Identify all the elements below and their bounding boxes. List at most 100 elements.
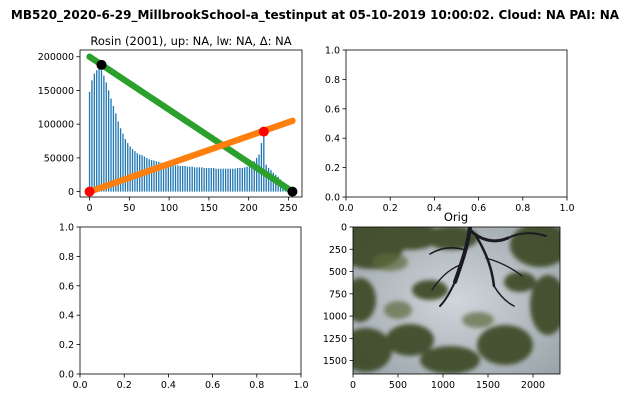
orig-image-panel: Orig — [323, 210, 561, 391]
histogram-bar — [220, 168, 222, 192]
x-tick-label: 0.6 — [205, 380, 220, 391]
x-tick-label: 0 — [350, 380, 356, 391]
histogram-plot-area — [84, 53, 298, 197]
histogram-bar — [134, 151, 136, 192]
histogram-bar — [236, 168, 239, 192]
histogram-bar — [162, 163, 165, 192]
histogram-bar — [103, 75, 105, 192]
histogram-bar — [217, 168, 220, 192]
histogram-bar — [234, 168, 236, 192]
histogram-panel: Rosin (2001), up: NA, lw: NA, Δ: NA 0 50 1… — [38, 34, 303, 214]
histogram-bar — [248, 165, 251, 192]
histogram-bar — [241, 168, 243, 192]
y-tick-label: 0 — [341, 223, 347, 234]
histogram-bar — [172, 164, 174, 192]
empty-panel-top-right-ticks: 0.0 0.2 0.4 0.6 0.8 1.0 0.0 0.2 0.4 0.6 0.8 1.0 — [325, 46, 575, 215]
histogram-bar — [224, 168, 227, 192]
histogram-bar — [232, 168, 234, 192]
histogram-bar — [112, 105, 115, 192]
x-tick-label: 1.0 — [559, 203, 574, 214]
figure-suptitle: MB520_2020-6-29_MillbrookSchool-a_testin… — [11, 8, 620, 23]
y-tick-label: 750 — [329, 289, 347, 300]
histogram-bar — [193, 167, 196, 192]
histogram-bar — [267, 168, 270, 192]
histogram-bar — [93, 73, 95, 192]
x-tick-label: 0.2 — [383, 203, 398, 214]
y-tick-label: 0.0 — [59, 370, 74, 381]
y-tick-label: 0.8 — [59, 252, 74, 263]
orig-image-title: Orig — [444, 210, 468, 224]
x-tick-label: 0.4 — [427, 203, 442, 214]
histogram-bar — [122, 133, 124, 192]
histogram-bar — [96, 70, 98, 192]
empty-panel-bottom-left-frame — [79, 226, 302, 375]
x-tick-label: 0.6 — [471, 203, 486, 214]
histogram-bar — [150, 159, 153, 192]
histogram-bar — [148, 159, 150, 192]
y-tick-label: 1250 — [323, 334, 347, 345]
empty-panel-bottom-left-ticks: 0.0 0.2 0.4 0.6 0.8 1.0 0.0 0.2 0.4 0.6 0.8 1.0 — [59, 223, 309, 392]
histogram-bar — [210, 168, 212, 192]
x-tick-label: 0.4 — [161, 380, 176, 391]
histogram-bar — [174, 165, 177, 192]
x-tick-label: 500 — [389, 380, 407, 391]
histogram-bar — [215, 168, 217, 192]
canopy-photo — [353, 227, 560, 374]
histogram-bar — [213, 168, 215, 192]
histogram-bar — [263, 134, 265, 192]
histogram-bar — [155, 161, 158, 192]
histogram-bar — [255, 157, 258, 192]
histogram-bar — [251, 164, 253, 192]
histogram-bar — [189, 166, 191, 192]
histogram-bar — [158, 161, 160, 192]
threshold-marker — [258, 126, 269, 137]
x-tick-label: 0.8 — [249, 380, 264, 391]
x-tick-label: 0 — [87, 203, 93, 214]
x-tick-label: 150 — [200, 203, 218, 214]
x-tick-label: 1.0 — [293, 380, 308, 391]
y-tick-label: 150000 — [38, 86, 74, 97]
histogram-bar — [107, 90, 110, 192]
x-tick-label: 1000 — [431, 380, 455, 391]
histogram-bar — [110, 98, 112, 192]
histogram-bar — [179, 165, 181, 192]
histogram-bar — [131, 149, 134, 192]
histogram-ticks: 0 50 100 150 200 250 0 50000 100000 150000 200000 — [38, 52, 298, 214]
histogram-bar — [201, 167, 203, 192]
histogram-bar — [153, 160, 155, 192]
histogram-bar — [160, 162, 162, 192]
y-tick-label: 50000 — [44, 153, 74, 164]
threshold-marker — [287, 186, 298, 197]
threshold-marker — [84, 186, 95, 197]
histogram-bar — [229, 168, 232, 192]
x-tick-label: 250 — [279, 203, 297, 214]
histogram-bar — [198, 167, 201, 192]
histogram-bar — [100, 70, 103, 192]
y-tick-label: 100000 — [38, 120, 74, 131]
histogram-bar — [181, 165, 184, 192]
y-tick-label: 0.6 — [59, 281, 74, 292]
threshold-marker — [96, 59, 107, 70]
histogram-bar — [129, 146, 131, 192]
histogram-bar — [124, 139, 127, 192]
histogram-bar — [184, 165, 186, 192]
histogram-bar — [115, 113, 117, 192]
histogram-bar — [265, 164, 267, 192]
y-tick-label: 0.4 — [59, 311, 74, 322]
histogram-bar — [244, 167, 246, 192]
histogram-bar — [91, 80, 93, 192]
histogram-bar — [208, 168, 210, 192]
y-tick-label: 1.0 — [59, 223, 74, 234]
y-tick-label: 500 — [329, 267, 347, 278]
histogram-bar — [191, 166, 193, 192]
histogram-bar — [177, 165, 179, 192]
histogram-panel-title: Rosin (2001), up: NA, lw: NA, Δ: NA — [90, 34, 291, 48]
x-tick-label: 2000 — [521, 380, 545, 391]
histogram-bar — [239, 168, 241, 192]
empty-panel-top-right: 0.0 0.2 0.4 0.6 0.8 1.0 0.0 0.2 0.4 0.6 0.8 1.0 — [325, 46, 575, 215]
y-tick-label: 1000 — [323, 312, 347, 323]
x-tick-label: 50 — [123, 203, 135, 214]
histogram-bar — [105, 82, 107, 192]
orig-image-frame — [352, 226, 561, 375]
histogram-bar — [127, 143, 129, 192]
